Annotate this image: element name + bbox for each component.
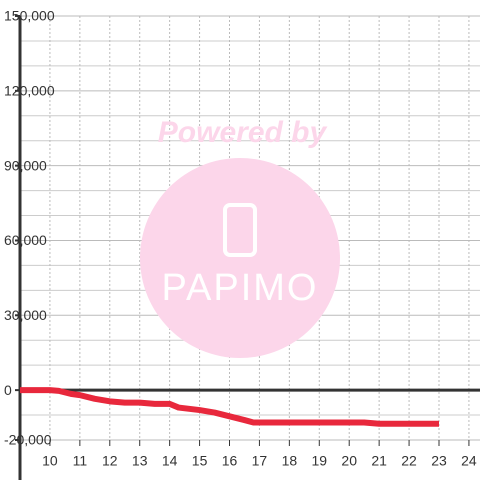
x-tick-label: 13 — [132, 453, 148, 469]
y-tick-label: 90,000 — [4, 157, 47, 173]
x-tick-label: 23 — [431, 453, 447, 469]
watermark-icon — [223, 203, 257, 257]
x-tick-label: 17 — [252, 453, 268, 469]
x-tick-label: 14 — [162, 453, 178, 469]
x-tick-label: 11 — [73, 453, 88, 469]
x-tick-label: 22 — [401, 453, 417, 469]
y-tick-label: -20,000 — [4, 432, 52, 448]
x-tick-label: 15 — [192, 453, 208, 469]
x-tick-label: 19 — [311, 453, 327, 469]
data-line — [20, 387, 439, 427]
watermark-circle — [140, 158, 340, 358]
x-tick-label: 21 — [371, 453, 387, 469]
x-tick-label: 20 — [341, 453, 357, 469]
x-tick-label: 24 — [461, 453, 477, 469]
x-tick-label: 12 — [102, 453, 118, 469]
y-tick-label: 30,000 — [4, 307, 47, 323]
y-tick-label: 150,000 — [4, 8, 55, 24]
y-tick-label: 60,000 — [4, 232, 47, 248]
watermark: Powered by PAPIMO — [140, 116, 340, 358]
x-tick-label: 18 — [282, 453, 298, 469]
x-tick-label: 16 — [222, 453, 238, 469]
y-tick-label: 0 — [4, 382, 12, 398]
x-tick-label: 10 — [42, 453, 58, 469]
watermark-text: Powered by — [158, 116, 328, 149]
watermark-logo: PAPIMO — [162, 267, 319, 309]
y-tick-label: 120,000 — [4, 83, 55, 99]
